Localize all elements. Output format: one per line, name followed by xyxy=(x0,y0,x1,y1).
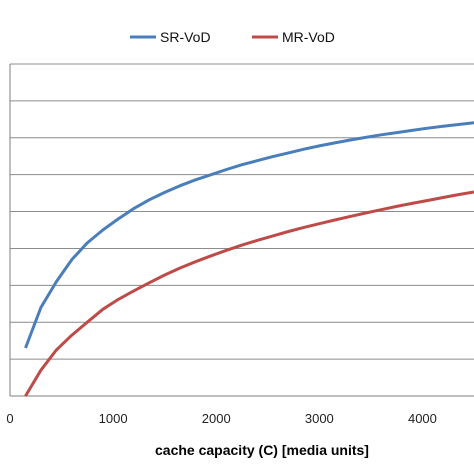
x-tick-labels: 0 1000 2000 3000 4000 xyxy=(6,411,437,426)
legend-label-sr-vod: SR-VoD xyxy=(160,29,211,45)
series-line-mr-vod xyxy=(24,190,474,397)
x-tick-label: 0 xyxy=(6,411,13,426)
legend-label-mr-vod: MR-VoD xyxy=(282,29,335,45)
series-lines xyxy=(24,121,474,397)
x-tick-label: 2000 xyxy=(202,411,231,426)
grid-lines xyxy=(10,63,474,397)
x-tick-label: 1000 xyxy=(99,411,128,426)
legend: SR-VoD MR-VoD xyxy=(130,29,335,45)
x-axis-label: cache capacity (C) [media units] xyxy=(155,442,369,458)
x-tick-label: 3000 xyxy=(305,411,334,426)
series-line-sr-vod xyxy=(24,121,474,349)
x-tick-label: 4000 xyxy=(408,411,437,426)
